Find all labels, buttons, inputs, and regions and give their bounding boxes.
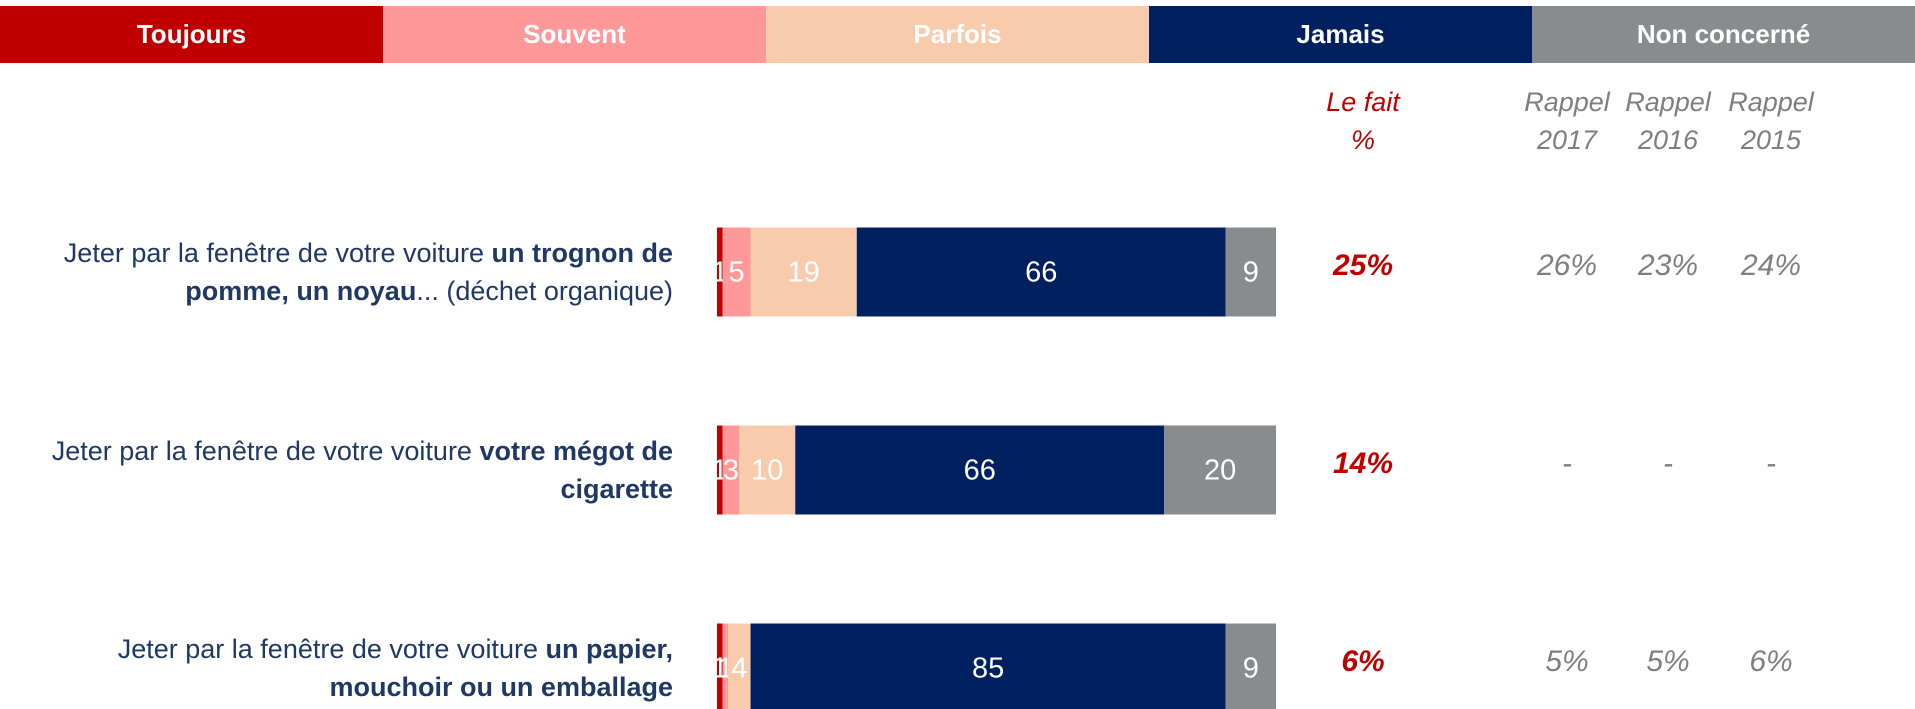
data-label: 85 [972, 653, 1004, 685]
bar-segment [717, 425, 723, 515]
bar-segment [750, 227, 857, 317]
column-value: 26% [1536, 249, 1597, 282]
column-value: 25% [1332, 249, 1393, 282]
bar-segment [795, 425, 1165, 515]
column-value: 23% [1637, 249, 1698, 282]
column-value: 6% [1749, 645, 1792, 678]
column-header: 2017 [1536, 125, 1598, 155]
column-header: 2015 [1740, 125, 1802, 155]
legend-label: Souvent [523, 19, 626, 49]
bar-segment [717, 623, 723, 709]
category-label-part: ... (déchet organique) [416, 276, 673, 306]
column-value: 14% [1333, 447, 1393, 480]
data-label: 20 [1204, 455, 1236, 487]
legend-label: Parfois [913, 19, 1001, 49]
data-label: 19 [788, 257, 820, 289]
bar-segment [1164, 425, 1276, 515]
column-header: Rappel [1625, 87, 1712, 117]
bar-segment [722, 227, 751, 317]
bar-segment [728, 623, 751, 709]
column-header: % [1351, 125, 1375, 155]
column-value: - [1766, 447, 1776, 480]
data-label: 5 [728, 257, 744, 289]
category-label-part: Jeter par la fenêtre de votre voiture [117, 634, 546, 664]
column-value: 24% [1740, 249, 1801, 282]
data-label: 9 [1243, 653, 1259, 685]
legend-swatch [766, 6, 1149, 63]
bar-segment [722, 623, 729, 709]
category-label: Jeter par la fenêtre de votre voiture vo… [33, 432, 673, 508]
column-header: Rappel [1524, 87, 1611, 117]
column-header: Rappel [1728, 87, 1815, 117]
bar-segment [717, 227, 723, 317]
column-header: Le fait [1326, 87, 1401, 117]
column-value: - [1663, 447, 1673, 480]
legend-swatch [1532, 6, 1915, 63]
category-label: Jeter par la fenêtre de votre voiture un… [33, 234, 673, 310]
category-label: Jeter par la fenêtre de votre voiture un… [33, 630, 673, 706]
column-value: 5% [1545, 645, 1588, 678]
category-label-part: Jeter par la fenêtre de votre voiture [51, 436, 480, 466]
column-value: 5% [1646, 645, 1689, 678]
data-label: 66 [1025, 257, 1057, 289]
column-value: - [1562, 447, 1572, 480]
category-label-part: Jeter par la fenêtre de votre voiture [63, 238, 492, 268]
legend-swatch [1149, 6, 1532, 63]
column-value: 6% [1341, 645, 1384, 678]
bar-segment [739, 425, 796, 515]
column-header: 2016 [1637, 125, 1699, 155]
data-label: 3 [723, 455, 739, 487]
bar-segment [1225, 227, 1276, 317]
data-label: 4 [731, 653, 747, 685]
data-label: 66 [964, 455, 996, 487]
category-label-part: votre mégot de cigarette [479, 436, 673, 504]
legend-label: Jamais [1296, 19, 1384, 49]
legend-label: Non concerné [1637, 19, 1810, 49]
bar-segment [750, 623, 1226, 709]
legend-swatch [0, 6, 383, 63]
legend-label: Toujours [137, 19, 246, 49]
data-label: 9 [1243, 257, 1259, 289]
bar-segment [722, 425, 740, 515]
category-label-part: un trognon de pomme, un noyau [185, 238, 673, 306]
category-label-part: un papier, mouchoir ou un emballage [329, 634, 673, 702]
bar-segment [1225, 623, 1276, 709]
bar-segment [856, 227, 1226, 317]
data-label: 10 [751, 455, 783, 487]
legend-swatch [383, 6, 766, 63]
